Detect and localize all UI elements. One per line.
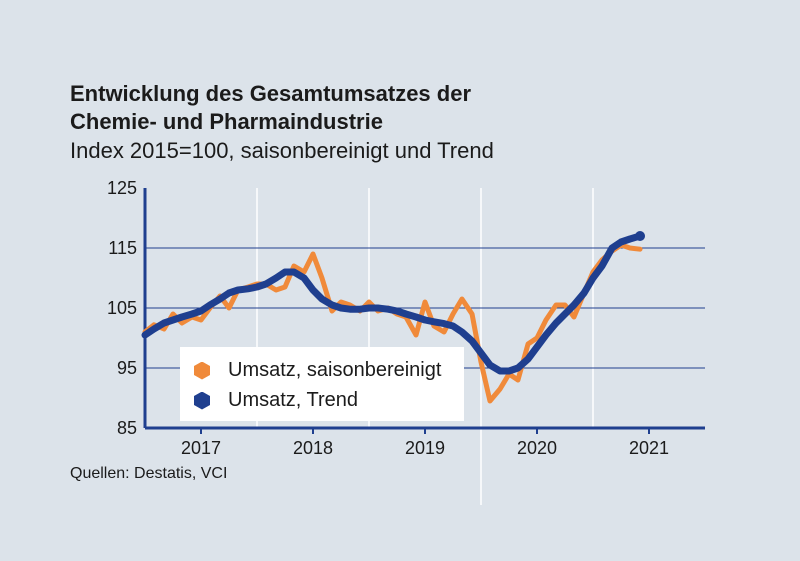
y-tick-label: 115 (108, 238, 137, 258)
legend-label: Umsatz, Trend (228, 389, 359, 411)
legend-item-seasonal: Umsatz, saisonbereinigt (194, 359, 441, 382)
hexagon-icon (194, 361, 210, 380)
y-tick-label: 125 (107, 178, 137, 198)
legend-label: Umsatz, saisonbereinigt (228, 359, 442, 381)
chart-title: Entwicklung des Gesamtumsatzes der Chemi… (70, 80, 471, 136)
chart-legend: Umsatz, saisonbereinigt Umsatz, Trend (180, 347, 464, 421)
x-tick-label: 2019 (405, 438, 445, 458)
trend-end-point (635, 231, 646, 241)
legend-item-trend: Umsatz, Trend (194, 389, 358, 412)
chart-title-line1: Entwicklung des Gesamtumsatzes der (70, 81, 472, 106)
y-tick-label: 85 (117, 418, 137, 438)
y-tick-label: 105 (107, 298, 137, 318)
y-tick-label: 95 (117, 358, 137, 378)
source-note: Quellen: Destatis, VCI (70, 465, 228, 482)
chart-subtitle: Index 2015=100, saisonbereinigt und Tren… (70, 138, 494, 163)
x-tick-label: 2017 (181, 438, 221, 458)
x-tick-label: 2020 (517, 438, 557, 458)
x-tick-label: 2018 (293, 438, 333, 458)
chart-title-line2: Chemie- und Pharmaindustrie (70, 109, 383, 134)
hexagon-icon (194, 391, 210, 410)
x-tick-label: 2021 (629, 438, 669, 458)
series-line-trend (141, 232, 644, 375)
